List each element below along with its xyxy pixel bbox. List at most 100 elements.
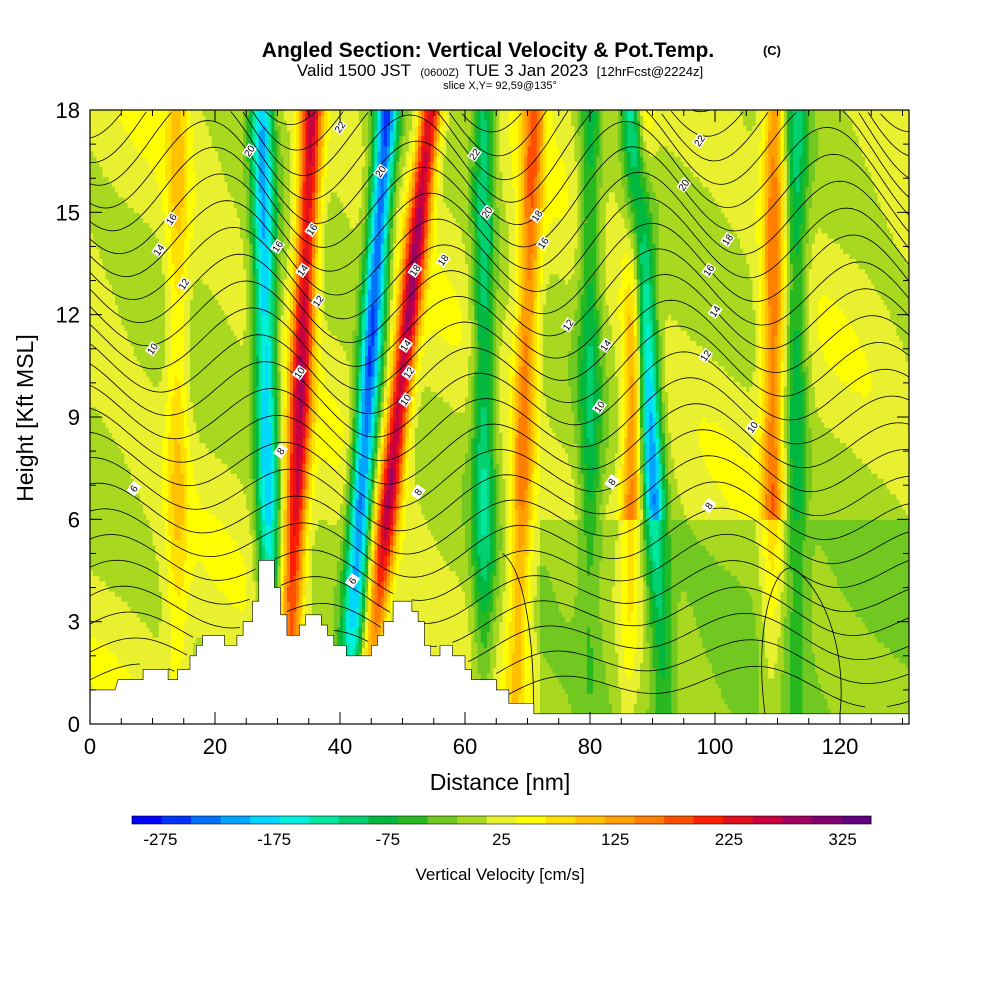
velocity-cell — [121, 473, 125, 479]
velocity-cell — [118, 626, 122, 633]
velocity-cell — [133, 381, 138, 387]
velocity-cell — [140, 575, 144, 582]
velocity-cell — [133, 330, 138, 336]
velocity-cell — [102, 314, 107, 321]
velocity-cell — [115, 642, 119, 648]
velocity-cell — [99, 493, 104, 500]
velocity-cell — [124, 207, 129, 213]
velocity-cell — [115, 309, 119, 316]
velocity-cell — [111, 217, 116, 224]
velocity-cell — [90, 662, 94, 669]
velocity-cell — [90, 196, 94, 203]
velocity-cell — [143, 580, 147, 587]
velocity-cell — [90, 509, 94, 515]
velocity-cell — [108, 498, 113, 505]
velocity-cell — [136, 150, 141, 157]
velocity-cell — [130, 258, 135, 265]
velocity-cell — [149, 483, 154, 490]
velocity-cell — [124, 217, 129, 224]
velocity-cell — [111, 304, 116, 311]
velocity-cell — [127, 140, 132, 147]
velocity-cell — [149, 565, 154, 572]
velocity-cell — [108, 237, 113, 244]
velocity-cell — [140, 110, 144, 116]
velocity-cell — [118, 248, 122, 254]
velocity-cell — [115, 135, 119, 142]
velocity-cell — [124, 580, 129, 587]
velocity-cell — [93, 539, 97, 546]
velocity-cell — [115, 340, 119, 346]
velocity-cell — [149, 550, 154, 556]
velocity-cell — [133, 314, 138, 321]
velocity-cell — [96, 468, 100, 474]
velocity-cell — [130, 324, 135, 331]
velocity-cell — [133, 631, 138, 638]
velocity-cell — [99, 606, 104, 613]
velocity-cell — [133, 370, 138, 377]
velocity-cell — [96, 130, 100, 137]
velocity-cell — [133, 647, 138, 653]
velocity-cell — [115, 278, 119, 285]
velocity-cell — [121, 590, 125, 597]
velocity-cell — [130, 417, 135, 423]
velocity-cell — [90, 575, 94, 582]
velocity-cell — [93, 376, 97, 382]
velocity-cell — [93, 217, 97, 224]
velocity-cell — [143, 176, 147, 183]
velocity-cell — [130, 289, 135, 295]
velocity-cell — [90, 503, 94, 510]
velocity-cell — [121, 120, 125, 126]
velocity-cell — [133, 509, 138, 515]
velocity-cell — [121, 637, 125, 643]
velocity-cell — [96, 309, 100, 316]
velocity-cell — [133, 140, 138, 147]
velocity-cell — [99, 672, 104, 679]
velocity-cell — [102, 611, 107, 618]
velocity-cell — [143, 263, 147, 270]
velocity-cell — [96, 452, 100, 459]
velocity-cell — [93, 386, 97, 393]
velocity-cell — [136, 616, 141, 623]
velocity-cell — [136, 478, 141, 485]
velocity-cell — [115, 406, 119, 413]
velocity-cell — [93, 304, 97, 311]
velocity-cell — [99, 222, 104, 229]
velocity-cell — [96, 391, 100, 398]
velocity-cell — [133, 642, 138, 648]
velocity-cell — [105, 452, 110, 459]
velocity-cell — [99, 683, 104, 689]
velocity-cell — [108, 340, 113, 346]
velocity-cell — [118, 534, 122, 541]
velocity-cell — [96, 156, 100, 162]
velocity-cell — [108, 191, 113, 198]
velocity-cell — [111, 391, 116, 398]
velocity-cell — [146, 253, 150, 259]
velocity-cell — [105, 396, 110, 403]
velocity-cell — [143, 550, 147, 556]
plot-area: 6101214162081012141616226101214181820820… — [90, 110, 909, 724]
velocity-cell — [121, 662, 125, 669]
velocity-cell — [93, 171, 97, 178]
velocity-cell — [133, 289, 138, 295]
velocity-cell — [143, 365, 147, 372]
velocity-cell — [121, 237, 125, 244]
velocity-cell — [140, 621, 144, 628]
velocity-cell — [143, 560, 147, 566]
velocity-cell — [133, 391, 138, 398]
velocity-cell — [93, 145, 97, 152]
velocity-cell — [102, 534, 107, 541]
velocity-cell — [124, 483, 129, 490]
velocity-cell — [146, 376, 150, 382]
velocity-cell — [105, 196, 110, 203]
velocity-cell — [133, 555, 138, 561]
velocity-cell — [149, 519, 154, 526]
velocity-cell — [140, 140, 144, 147]
velocity-cell — [121, 468, 125, 474]
velocity-cell — [96, 677, 100, 684]
velocity-cell — [111, 544, 116, 551]
velocity-cell — [105, 468, 110, 474]
velocity-cell — [105, 140, 110, 147]
velocity-cell — [99, 191, 104, 198]
velocity-cell — [96, 161, 100, 167]
velocity-cell — [99, 417, 104, 423]
